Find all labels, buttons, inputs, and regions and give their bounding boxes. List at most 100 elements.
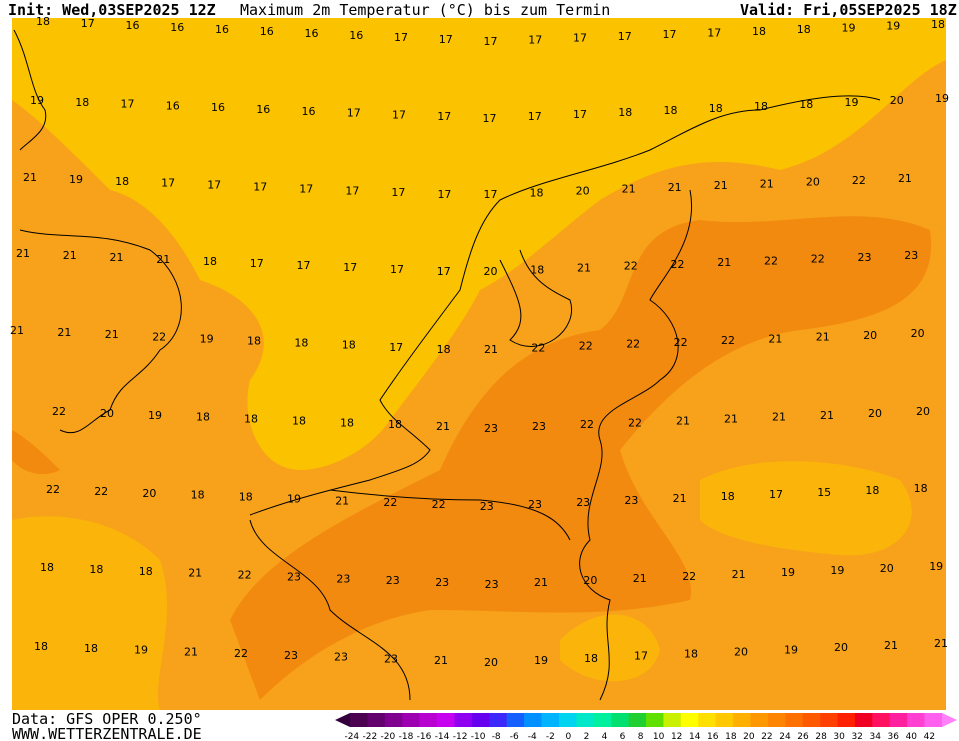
temperature-value: 18: [191, 489, 205, 502]
temperature-value: 20: [911, 327, 925, 340]
temperature-value: 18: [340, 416, 354, 429]
colorbar-tick-label: 12: [671, 732, 682, 741]
temperature-value: 17: [299, 182, 313, 195]
colorbar-swatch: [663, 713, 682, 727]
temperature-value: 21: [534, 576, 548, 589]
colorbar-tick-label: 30: [833, 732, 845, 741]
temperature-value: 17: [483, 112, 497, 125]
colorbar-tick-label: 24: [779, 732, 791, 741]
temperature-value: 18: [799, 98, 813, 111]
temperature-value: 21: [934, 637, 948, 650]
temperature-value: 21: [676, 414, 690, 427]
temperature-value: 21: [436, 420, 450, 433]
temperature-value: 17: [394, 31, 408, 44]
temperature-value: 18: [203, 255, 217, 268]
colorbar-tick-label: -22: [363, 732, 378, 741]
temperature-value: 18: [797, 23, 811, 36]
colorbar-swatch: [698, 713, 716, 727]
temperature-value: 21: [63, 249, 77, 262]
temperature-value: 21: [717, 256, 731, 269]
temperature-value: 22: [383, 496, 397, 509]
colorbar-tick-label: -14: [435, 732, 450, 741]
temperature-value: 18: [530, 186, 544, 199]
temperature-value: 17: [343, 261, 357, 274]
colorbar-swatch: [767, 713, 786, 727]
temperature-value: 19: [842, 21, 856, 34]
temperature-value: 23: [384, 652, 398, 665]
temperature-value: 21: [768, 332, 782, 345]
temperature-value: 22: [721, 334, 735, 347]
temperature-value: 22: [682, 570, 696, 583]
temperature-value: 19: [287, 492, 301, 505]
temperature-value: 19: [929, 560, 943, 573]
temperature-value: 21: [760, 177, 774, 190]
temperature-value: 18: [239, 491, 253, 504]
field-cool-s: [560, 614, 660, 682]
temperature-value: 16: [211, 101, 225, 114]
temperature-value: 23: [484, 422, 498, 435]
temperature-value: 18: [388, 418, 402, 431]
colorbar-tick-label: 6: [620, 732, 626, 741]
temperature-value: 22: [626, 338, 640, 351]
temperature-value: 23: [287, 570, 301, 583]
colorbar-swatch: [802, 713, 821, 727]
temperature-value: 22: [580, 418, 594, 431]
temperature-value: 18: [437, 343, 451, 356]
temperature-value: 19: [30, 94, 44, 107]
temperature-value: 20: [863, 329, 877, 342]
colorbar-tick-label: -4: [528, 732, 537, 741]
field-cool-e: [700, 461, 912, 556]
colorbar-swatch: [437, 713, 455, 727]
temperature-value: 18: [115, 175, 129, 188]
temperature-value: 17: [250, 257, 264, 270]
temperature-value: 20: [806, 176, 820, 189]
temperature-value: 17: [437, 110, 451, 123]
value-labels: 18 17 16 16 16 16 16 16 17 17 17 17 17 17 17 17 18 18 19 19…: [10, 15, 949, 669]
temperature-value: 16: [256, 103, 270, 116]
temperature-value: 19: [784, 643, 798, 656]
temperature-value: 21: [714, 179, 728, 192]
temperature-value: 18: [84, 642, 98, 655]
temperature-value: 20: [834, 641, 848, 654]
colorbar-arrow-right: [942, 713, 957, 727]
temperature-value: 21: [434, 654, 448, 667]
temperature-value: 21: [484, 343, 498, 356]
temperature-value: 18: [139, 565, 153, 578]
temperature-value: 18: [664, 104, 678, 117]
temperature-value: 20: [583, 574, 597, 587]
temperature-value: 18: [914, 482, 928, 495]
temperature-value: 17: [484, 188, 498, 201]
temperature-value: 17: [634, 650, 648, 663]
colorbar-swatch: [715, 713, 734, 727]
colorbar-swatch: [576, 713, 595, 727]
temperature-value: 18: [584, 652, 598, 665]
temperature-value: 19: [830, 564, 844, 577]
temperature-value: 22: [238, 569, 252, 582]
temperature-value: 18: [752, 25, 766, 38]
temperature-value: 21: [156, 253, 170, 266]
temperature-value: 16: [126, 19, 140, 32]
colorbar-tick-label: -24: [344, 732, 359, 741]
temperature-value: 17: [769, 488, 783, 501]
temperature-value: 17: [207, 179, 221, 192]
temperature-value: 15: [817, 486, 831, 499]
temperature-value: 17: [81, 17, 95, 30]
colorbar-tick-label: 0: [566, 732, 572, 741]
temperature-value: 18: [89, 563, 103, 576]
temperature-value: 21: [816, 331, 830, 344]
temperature-value: 22: [624, 260, 638, 273]
temperature-value: 21: [16, 247, 30, 260]
temperature-value: 17: [437, 265, 451, 278]
temperature-value: 21: [884, 639, 898, 652]
temperature-value: 21: [668, 181, 682, 194]
temperature-value: 18: [684, 648, 698, 661]
colorbar-tick-label: 40: [906, 732, 918, 741]
colorbar-tick-label: 18: [725, 732, 737, 741]
colorbar-swatch: [750, 713, 769, 727]
temperature-value: 23: [532, 420, 546, 433]
temperature-value: 18: [40, 561, 54, 574]
colorbar-tick-label: 32: [851, 732, 862, 741]
temperature-value: 23: [485, 578, 499, 591]
temperature-value: 19: [134, 644, 148, 657]
